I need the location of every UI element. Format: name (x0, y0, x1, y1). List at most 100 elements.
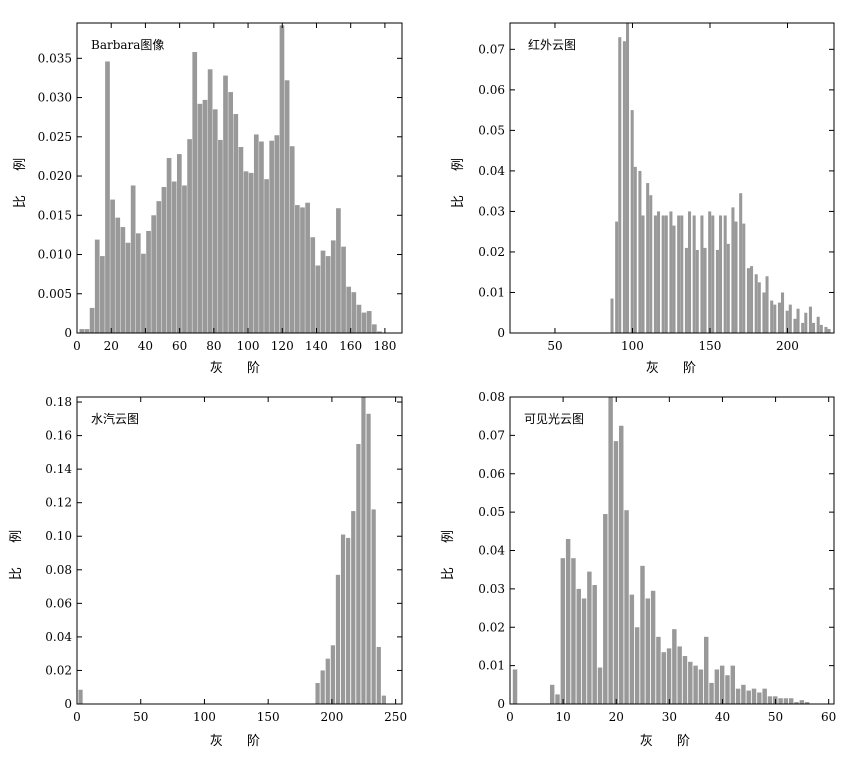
y-tick-label: 0.04 (478, 544, 505, 558)
bar (731, 207, 735, 333)
bar (84, 329, 90, 333)
x-tick-label: 80 (206, 339, 221, 353)
bar (89, 307, 95, 333)
bar (725, 675, 730, 704)
x-tick-label: 50 (133, 710, 148, 724)
y-tick-label: 0.010 (38, 248, 72, 262)
bar (692, 215, 696, 333)
bar (597, 667, 603, 704)
bar (754, 274, 758, 333)
bar (788, 698, 794, 704)
bar (253, 134, 259, 333)
y-tick-label: 0.08 (45, 563, 72, 577)
x-tick-label: 50 (547, 339, 562, 353)
bar (366, 311, 372, 333)
bar (680, 215, 684, 333)
bar (581, 598, 587, 704)
bar (325, 256, 331, 333)
bar (351, 292, 357, 333)
x-tick-label: 200 (320, 710, 343, 724)
y-tick-label: 0.10 (45, 529, 72, 543)
chart-title: 红外云图 (528, 37, 576, 52)
bar (827, 328, 831, 333)
y-tick-label: 0.18 (45, 395, 72, 409)
bar (796, 308, 800, 333)
bar (657, 211, 661, 333)
bar (130, 185, 136, 333)
bar (633, 166, 637, 333)
x-tick-label: 20 (609, 710, 624, 724)
bar (576, 588, 581, 705)
bar (819, 324, 823, 333)
bar (259, 141, 264, 333)
bar (669, 211, 673, 333)
bar (677, 646, 682, 704)
bar (777, 302, 781, 333)
bar (171, 181, 177, 333)
chart-panel-water-vapor: 水汽云图 灰 阶 比 例 0 50 100 150 200 250 0 0.02 0.04 0.0… (9, 395, 407, 749)
y-tick-label: 0.03 (478, 582, 505, 596)
bar (626, 23, 630, 333)
x-tick-label: 0 (73, 339, 81, 353)
y-tick-label: 0.05 (478, 505, 505, 519)
bar (320, 250, 326, 333)
x-tick-label: 180 (373, 339, 396, 353)
y-tick-label: 0.02 (45, 663, 72, 677)
plot-frame (509, 396, 835, 705)
bar-series (78, 397, 386, 704)
bar (105, 61, 110, 334)
bar (640, 565, 645, 704)
bar (781, 292, 785, 333)
bar (618, 37, 622, 334)
y-axis-label: 比 例 (13, 148, 28, 208)
bar (120, 227, 126, 333)
bar (688, 211, 692, 333)
y-tick-label: 0.01 (478, 659, 505, 673)
bar (289, 146, 295, 333)
x-tick-label: 150 (257, 710, 280, 724)
bar (778, 698, 783, 704)
bar (512, 669, 518, 704)
bar (135, 233, 141, 333)
x-tick-label: 50 (768, 710, 783, 724)
bar (197, 103, 203, 333)
bar (619, 425, 624, 704)
bar (653, 215, 657, 333)
x-axis-label: 灰 阶 (210, 734, 270, 749)
bar (79, 329, 85, 333)
bar (646, 183, 650, 333)
bar (765, 276, 769, 333)
x-tick-label: 40 (715, 710, 730, 724)
y-tick-label: 0.14 (45, 462, 72, 476)
bar (664, 215, 668, 333)
x-tick-label: 200 (776, 339, 799, 353)
bar (695, 249, 699, 333)
bar (799, 700, 805, 704)
bar-series (610, 23, 831, 334)
bar (788, 304, 792, 333)
bar (608, 397, 613, 704)
bar (714, 669, 720, 704)
bar (176, 154, 182, 333)
bar (672, 629, 677, 704)
chart-panel-barbara: Barbara图像 灰 阶 比 例 0 20 40 60 80 100 120 140 160 1… (13, 22, 403, 376)
y-tick-label: 0.03 (478, 204, 505, 218)
x-tick-label: 100 (621, 339, 644, 353)
bar (228, 92, 233, 333)
bar (592, 585, 597, 704)
bar (610, 298, 614, 333)
x-tick-label: 160 (339, 339, 362, 353)
chart-panel-visible: 可见光云图 灰 阶 比 例 0 10 20 30 40 50 60 0 0.01 0.02 0.03… (441, 390, 836, 749)
bar (700, 215, 704, 333)
bar (377, 331, 382, 333)
y-tick-label: 0.04 (45, 630, 72, 644)
bar (248, 172, 254, 333)
bar (238, 147, 244, 333)
bar (719, 665, 725, 705)
y-tick-label: 0.02 (478, 620, 505, 634)
y-tick-label: 0.04 (478, 164, 505, 178)
bar (666, 648, 672, 704)
x-tick-label: 40 (138, 339, 153, 353)
bar (182, 185, 187, 333)
bar (746, 268, 750, 333)
